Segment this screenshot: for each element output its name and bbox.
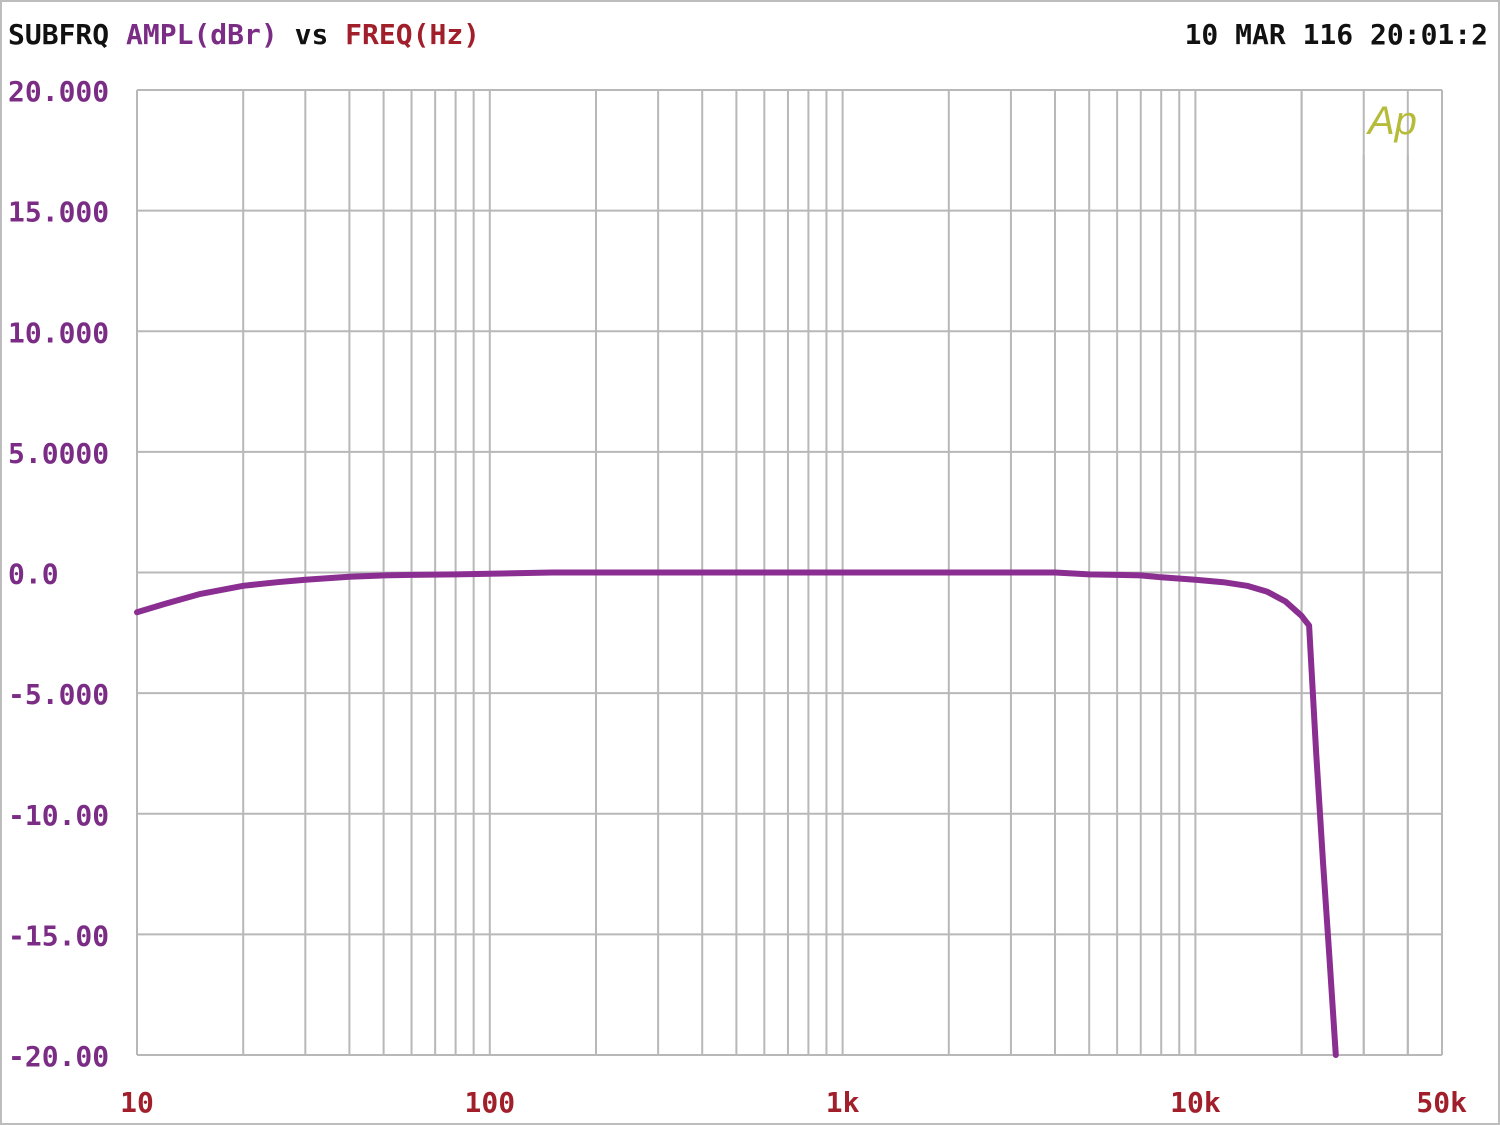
x-tick-label: 10	[120, 1086, 154, 1119]
x-tick-label: 1k	[826, 1086, 860, 1119]
y-tick-label: 5.0000	[8, 437, 109, 470]
y-tick-label: -20.00	[8, 1040, 109, 1073]
y-quantity-label: AMPL(dBr)	[126, 18, 278, 51]
vs-label: vs	[294, 18, 329, 51]
y-tick-label: 15.000	[8, 196, 109, 229]
header-prefix: SUBFRQ	[8, 18, 110, 51]
y-tick-label: 10.000	[8, 316, 109, 349]
y-tick-label: -10.00	[8, 799, 109, 832]
x-quantity-label: FREQ(Hz)	[345, 18, 481, 51]
x-tick-labels: 10 100 1k 10k 50k	[120, 1086, 1467, 1119]
ap-logo: Ap	[1366, 99, 1417, 143]
y-tick-label: -15.00	[8, 919, 109, 952]
y-tick-labels: 20.000 15.000 10.000 5.0000 0.0 -5.000 -10.00 -…	[8, 75, 109, 1073]
x-tick-label: 10k	[1170, 1086, 1221, 1119]
y-tick-label: -5.000	[8, 678, 109, 711]
x-tick-label: 50k	[1416, 1086, 1467, 1119]
chart-header: SUBFRQ AMPL(dBr) vs FREQ(Hz)	[8, 18, 480, 58]
y-tick-label: 0.0	[8, 558, 59, 591]
x-tick-label: 100	[465, 1086, 516, 1119]
amplitude-trace	[134, 569, 1339, 1058]
timestamp: 10 MAR 116 20:01:2	[1184, 18, 1488, 51]
y-tick-label: 20.000	[8, 75, 109, 108]
